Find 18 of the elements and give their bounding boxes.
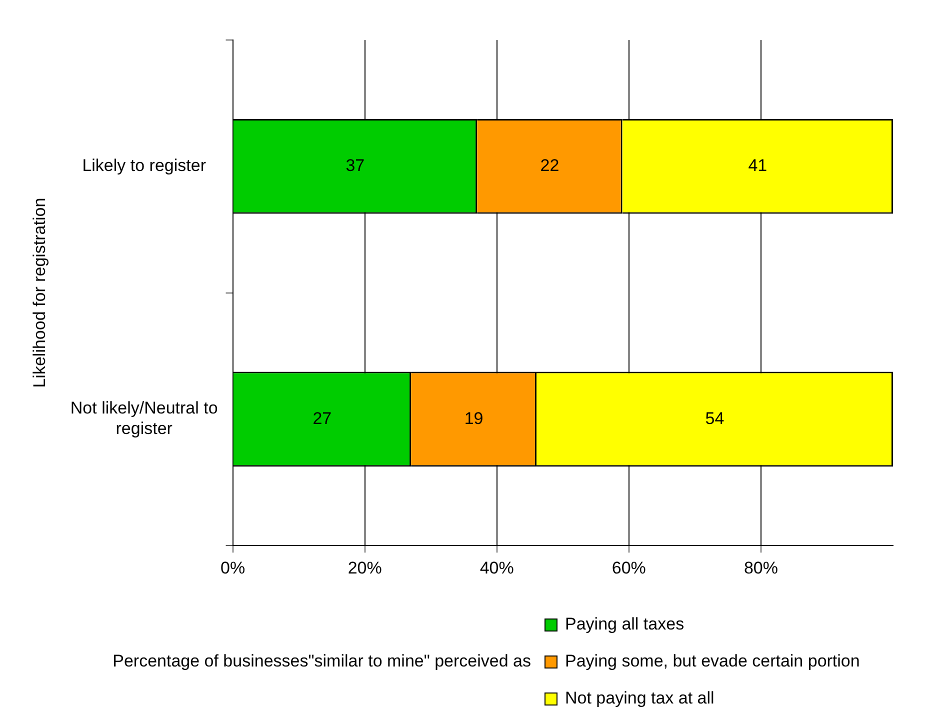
x-axis-title: Percentage of businesses"similar to mine" perceived as [112, 652, 531, 671]
x-tick-label: 0% [220, 558, 246, 578]
x-tick-label: 80% [744, 558, 778, 578]
x-tick-label: 60% [612, 558, 646, 578]
data-label: 41 [748, 156, 768, 176]
data-label: 19 [464, 408, 484, 428]
x-tick-label: 20% [348, 558, 382, 578]
data-label: 54 [705, 408, 724, 428]
y-axis-title: Likelihood for registration [30, 198, 49, 388]
legend-label: Paying some, but evade certain portion [565, 652, 860, 671]
legend-label: Not paying tax at all [565, 688, 714, 708]
y-tick-label: Likely to register [82, 156, 206, 176]
x-tick-label: 40% [480, 558, 514, 578]
data-label: 22 [540, 156, 560, 176]
y-tick-label: Not likely/Neutral to register [70, 398, 218, 438]
legend-label: Paying all taxes [565, 614, 684, 634]
data-label: 37 [346, 156, 365, 176]
data-label: 27 [312, 408, 332, 428]
